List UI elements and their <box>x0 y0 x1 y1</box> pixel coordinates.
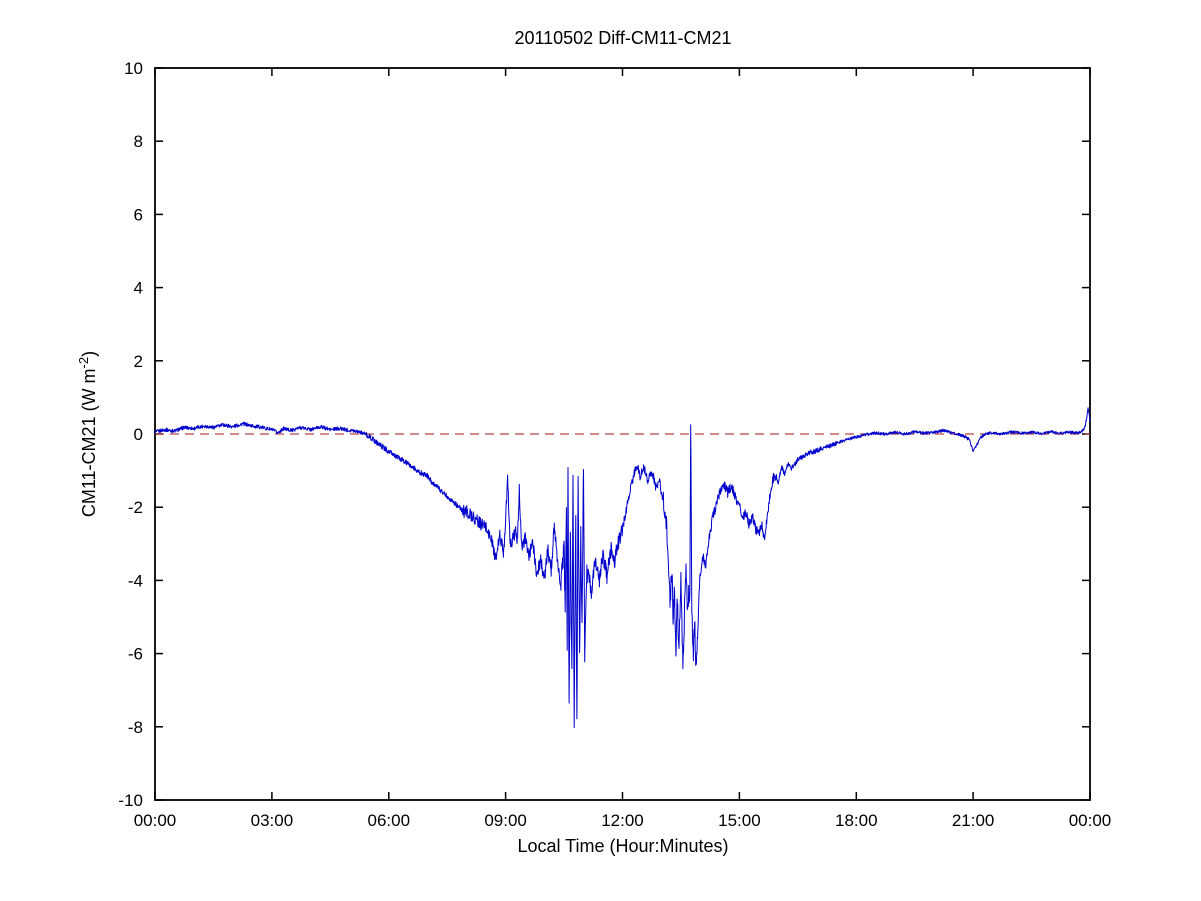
y-axis-label: CM11-CM21 (W m-2) <box>76 351 100 517</box>
y-tick-label: -2 <box>128 498 143 517</box>
y-tick-label: 10 <box>124 59 143 78</box>
y-tick-label: 6 <box>134 205 143 224</box>
y-tick-label: -4 <box>128 571 143 590</box>
x-tick-label: 00:00 <box>1069 811 1112 830</box>
y-tick-label: -6 <box>128 645 143 664</box>
x-tick-label: 18:00 <box>835 811 878 830</box>
x-axis-label: Local Time (Hour:Minutes) <box>517 836 729 856</box>
y-axis-label-close: ) <box>79 350 99 357</box>
y-tick-label: -8 <box>128 718 143 737</box>
x-tick-label: 09:00 <box>484 811 527 830</box>
x-tick-label: 00:00 <box>134 811 177 830</box>
y-tick-label: 2 <box>134 352 143 371</box>
x-tick-label: 15:00 <box>718 811 761 830</box>
y-axis-label-text: CM11-CM21 (W m <box>79 368 99 518</box>
y-tick-label: -10 <box>118 791 143 810</box>
chart-title: 20110502 Diff-CM11-CM21 <box>514 28 732 48</box>
y-tick-label: 0 <box>134 425 143 444</box>
x-tick-label: 12:00 <box>601 811 644 830</box>
data-series-line <box>154 407 1091 728</box>
x-tick-label: 21:00 <box>952 811 995 830</box>
x-tick-label: 06:00 <box>368 811 411 830</box>
y-tick-label: 8 <box>134 132 143 151</box>
y-tick-label: 4 <box>134 279 143 298</box>
x-tick-label: 03:00 <box>251 811 294 830</box>
y-axis-label-superscript: -2 <box>76 356 91 369</box>
